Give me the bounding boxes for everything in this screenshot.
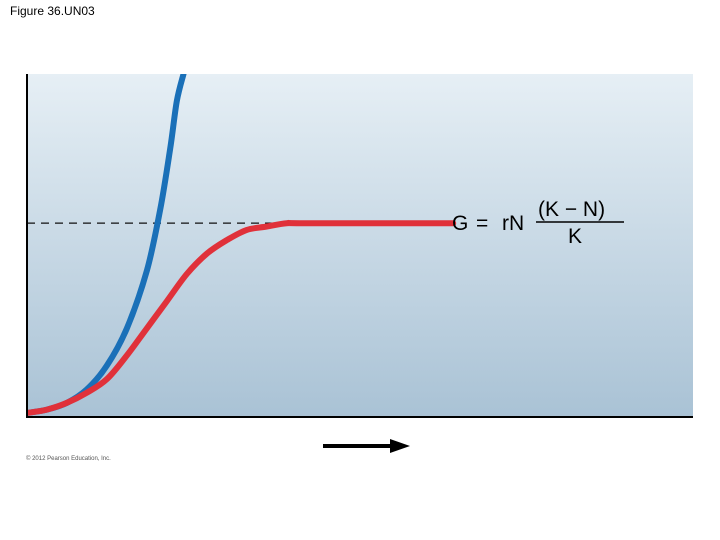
- equation-equals: =: [476, 212, 488, 235]
- equation-factor: rN: [502, 212, 524, 235]
- copyright-notice: © 2012 Pearson Education, Inc.: [26, 456, 111, 462]
- time-direction-arrow: [323, 439, 410, 453]
- figure-label: Figure 36.UN03: [10, 4, 95, 18]
- equation-numerator: (K − N): [538, 198, 605, 221]
- equation-lhs: G: [452, 212, 468, 235]
- equation-denominator: K: [568, 225, 582, 248]
- plot-area: [27, 74, 693, 418]
- logistic-growth-curve: [27, 219, 457, 416]
- logistic-equation: G = rN (K − N) K: [452, 198, 624, 248]
